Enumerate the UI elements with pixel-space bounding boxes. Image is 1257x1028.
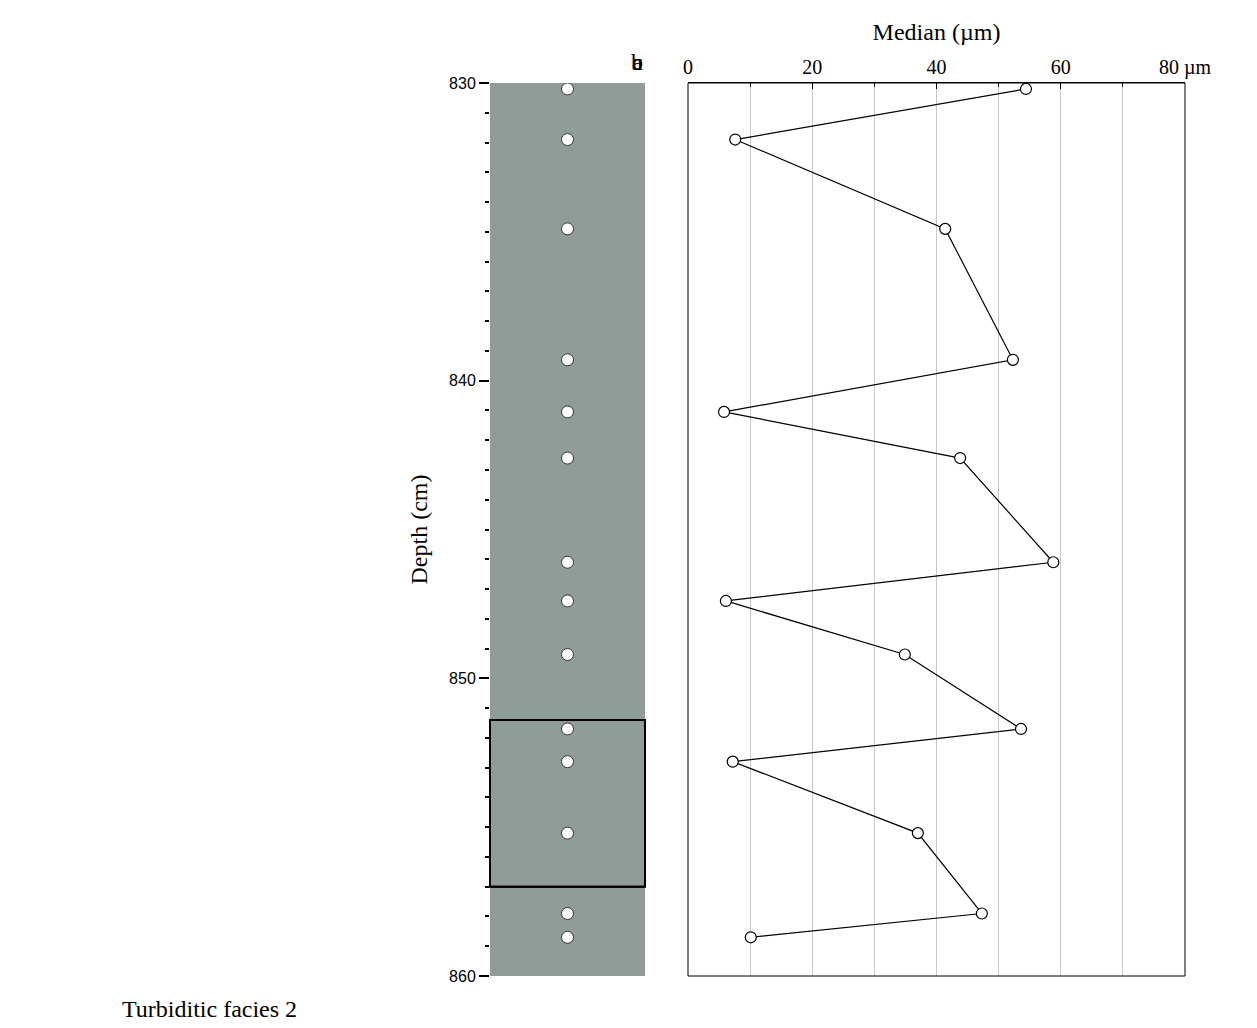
svg-text:40: 40: [927, 56, 947, 78]
svg-text:860: 860: [449, 968, 476, 985]
svg-text:Median (µm): Median (µm): [873, 19, 1001, 45]
svg-text:Depth (cm): Depth (cm): [406, 475, 432, 585]
svg-text:60: 60: [1051, 56, 1071, 78]
svg-text:0: 0: [683, 56, 693, 78]
svg-text:850: 850: [449, 670, 476, 687]
svg-text:840: 840: [449, 372, 476, 389]
svg-text:Turbiditic facies 2: Turbiditic facies 2: [122, 996, 297, 1022]
svg-text:830: 830: [449, 75, 476, 92]
svg-text:80 µm: 80 µm: [1159, 56, 1212, 79]
svg-text:a: a: [632, 49, 643, 75]
svg-text:b: b: [631, 49, 643, 75]
svg-text:c: c: [632, 49, 643, 75]
svg-text:20: 20: [802, 56, 822, 78]
